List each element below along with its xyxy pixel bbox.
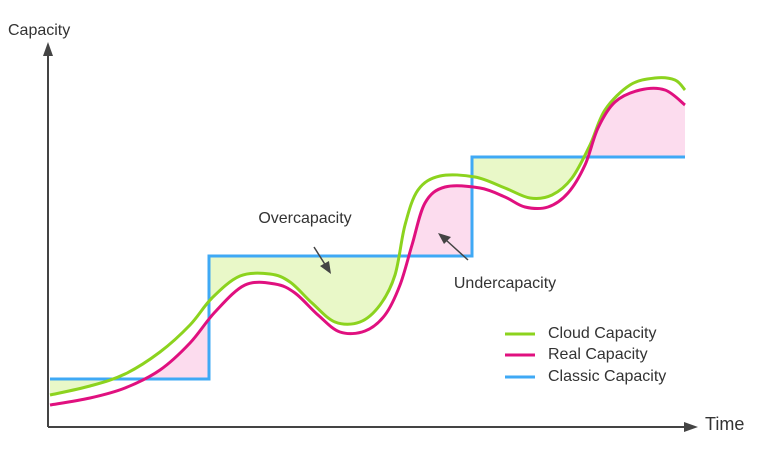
annotation-arrowhead: [438, 233, 451, 244]
annotation: Undercapacity: [454, 275, 556, 292]
annotation: Overcapacity: [258, 210, 351, 227]
x-axis-label: Time: [705, 414, 744, 434]
x-axis-arrow: [684, 422, 698, 432]
legend-label: Classic Capacity: [548, 368, 666, 385]
y-axis-arrow: [43, 42, 53, 56]
annotation-arrowhead: [320, 261, 331, 274]
y-axis-label: Capacity: [8, 22, 70, 39]
annotation-arrow: [313, 246, 327, 267]
classic-capacity-line: [50, 155, 685, 381]
overcapacity-area: [50, 157, 685, 395]
undercapacity-area: [50, 88, 685, 379]
legend-label: Cloud Capacity: [548, 325, 657, 342]
real-capacity-line: [49, 86, 686, 407]
annotation-arrow: [445, 239, 469, 261]
legend-label: Real Capacity: [548, 346, 648, 363]
